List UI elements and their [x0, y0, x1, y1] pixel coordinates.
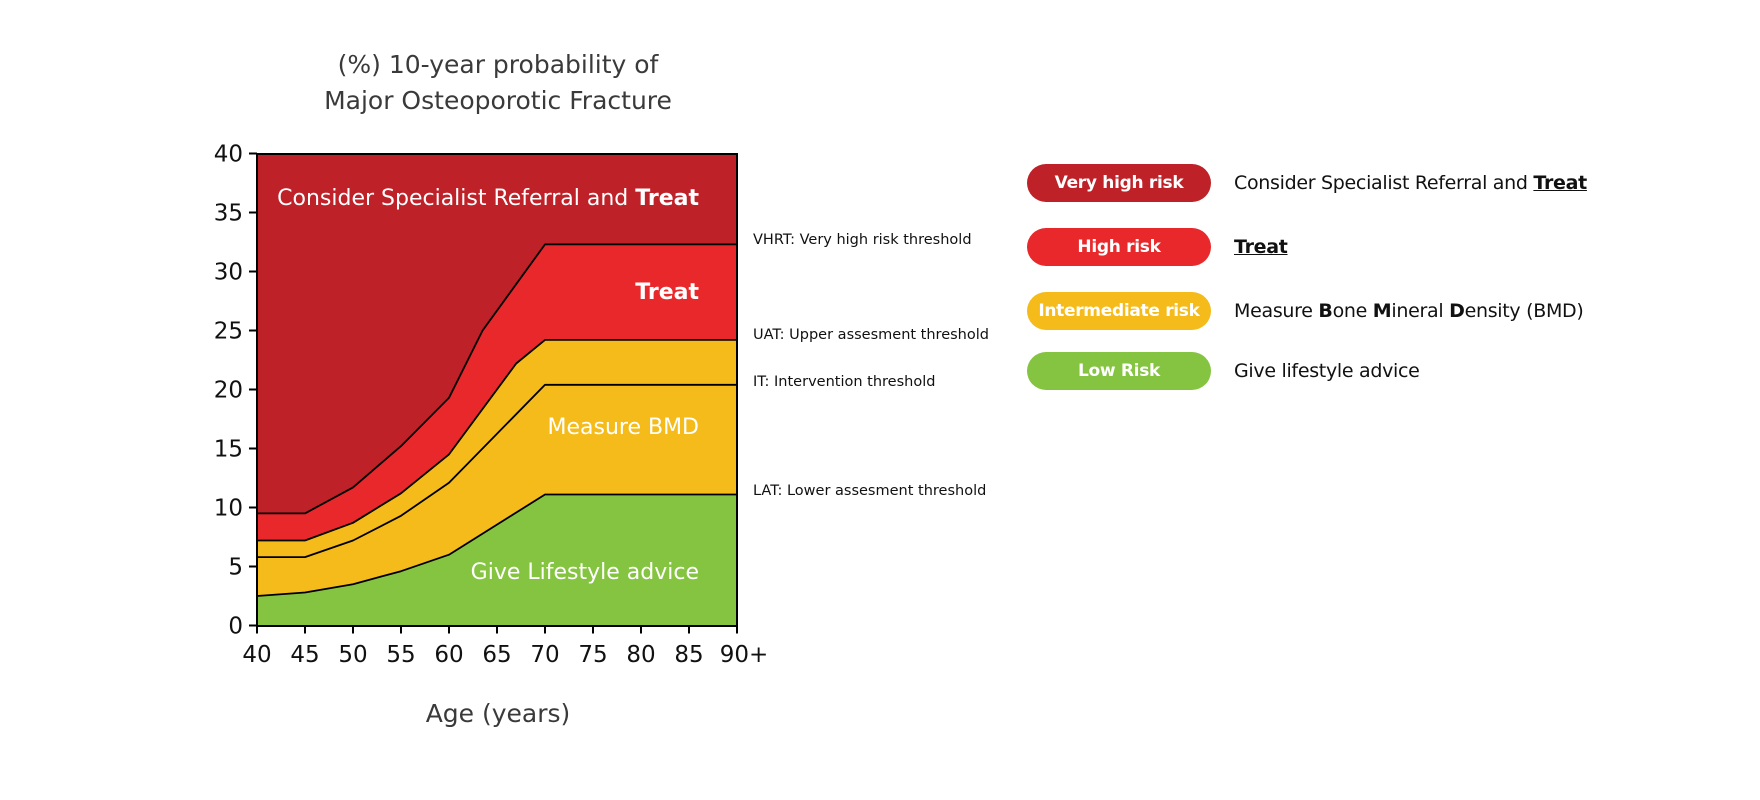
threshold-label-vhrt: VHRT: Very high risk threshold: [753, 232, 972, 248]
legend-text-part: M: [1372, 300, 1392, 322]
x-tick-label: 80: [626, 642, 655, 668]
legend-text-very-high-risk: Consider Specialist Referral and Treat: [1234, 172, 1587, 194]
x-axis-title: Age (years): [426, 699, 571, 728]
x-tick-label: 60: [434, 642, 463, 668]
x-tick-label: 85: [674, 642, 703, 668]
badge-very-high-risk: Very high risk: [1027, 164, 1211, 202]
legend-row-high-risk: High risk Treat: [1027, 228, 1288, 266]
legend-row-intermediate-risk: Intermediate risk Measure Bone Mineral D…: [1027, 292, 1584, 330]
zone-label-very-high-risk: Consider Specialist Referral and Treat: [277, 186, 699, 211]
legend-text-part: Measure: [1234, 300, 1319, 322]
x-tick-label: 75: [578, 642, 607, 668]
zone-label-very-high-risk-text: Consider Specialist Referral and: [277, 186, 635, 211]
y-tick-label: 35: [214, 201, 243, 227]
threshold-label-it: IT: Intervention threshold: [753, 374, 935, 390]
x-tick-label: 70: [530, 642, 559, 668]
legend-text-low-risk: Give lifestyle advice: [1234, 360, 1420, 382]
zone-label-very-high-risk-bold: Treat: [635, 186, 699, 211]
y-axis: 0 5 10 15 20 25 30 35 40: [214, 142, 257, 640]
zone-label-intermediate-risk: Measure BMD: [547, 415, 699, 440]
x-tick-label: 40: [242, 642, 271, 668]
y-tick-label: 30: [214, 260, 243, 286]
badge-intermediate-risk: Intermediate risk: [1027, 292, 1211, 330]
badge-high-risk: High risk: [1027, 228, 1211, 266]
legend-text-part: one: [1332, 300, 1373, 322]
y-tick-label: 15: [214, 437, 243, 463]
y-tick-label: 40: [214, 142, 243, 168]
line-lat: [256, 493, 737, 597]
x-tick-label: 50: [338, 642, 367, 668]
x-tick-label: 65: [482, 642, 511, 668]
fracture-risk-chart: (%) 10-year probability of Major Osteopo…: [214, 50, 989, 728]
legend-text-high-risk: Treat: [1234, 236, 1288, 258]
legend-row-very-high-risk: Very high risk Consider Specialist Refer…: [1027, 164, 1587, 202]
threshold-label-uat: UAT: Upper assesment threshold: [753, 327, 989, 343]
legend-text-part: Give lifestyle advice: [1234, 360, 1420, 382]
line-uat: [257, 338, 737, 542]
legend-text-part: B: [1318, 300, 1333, 322]
line-vhrt: [257, 243, 737, 515]
legend-text-intermediate-risk: Measure Bone Mineral Density (BMD): [1234, 300, 1584, 322]
threshold-lines: [256, 243, 737, 597]
legend-text-part: D: [1449, 300, 1465, 322]
y-tick-label: 5: [228, 555, 243, 581]
x-tick-label: 90+: [720, 642, 769, 668]
legend-text-part: ensity (BMD): [1464, 300, 1584, 322]
x-tick-label: 55: [386, 642, 415, 668]
legend-text-part: Consider Specialist Referral and: [1234, 172, 1534, 194]
threshold-label-lat: LAT: Lower assesment threshold: [753, 483, 986, 499]
legend-text-part: Treat: [1234, 236, 1288, 258]
chart-title-line-2: Major Osteoporotic Fracture: [324, 86, 672, 115]
y-tick-label: 25: [214, 319, 243, 345]
y-tick-label: 10: [214, 496, 243, 522]
badge-low-risk: Low Risk: [1027, 352, 1211, 390]
y-tick-label: 20: [214, 378, 243, 404]
legend-text-part: Treat: [1533, 172, 1587, 194]
zone-label-high-risk: Treat: [635, 280, 699, 305]
chart-title-line-1: (%) 10-year probability of: [338, 50, 660, 79]
line-it: [257, 383, 737, 558]
legend-row-low-risk: Low Risk Give lifestyle advice: [1027, 352, 1420, 390]
legend-text-part: ineral: [1391, 300, 1450, 322]
y-tick-label: 0: [228, 614, 243, 640]
zone-label-low-risk: Give Lifestyle advice: [471, 560, 699, 585]
x-axis: 40 45 50 55 60 65 70 75 80 85 90+: [242, 625, 769, 668]
x-tick-label: 45: [290, 642, 319, 668]
area-low-risk: [257, 494, 737, 626]
